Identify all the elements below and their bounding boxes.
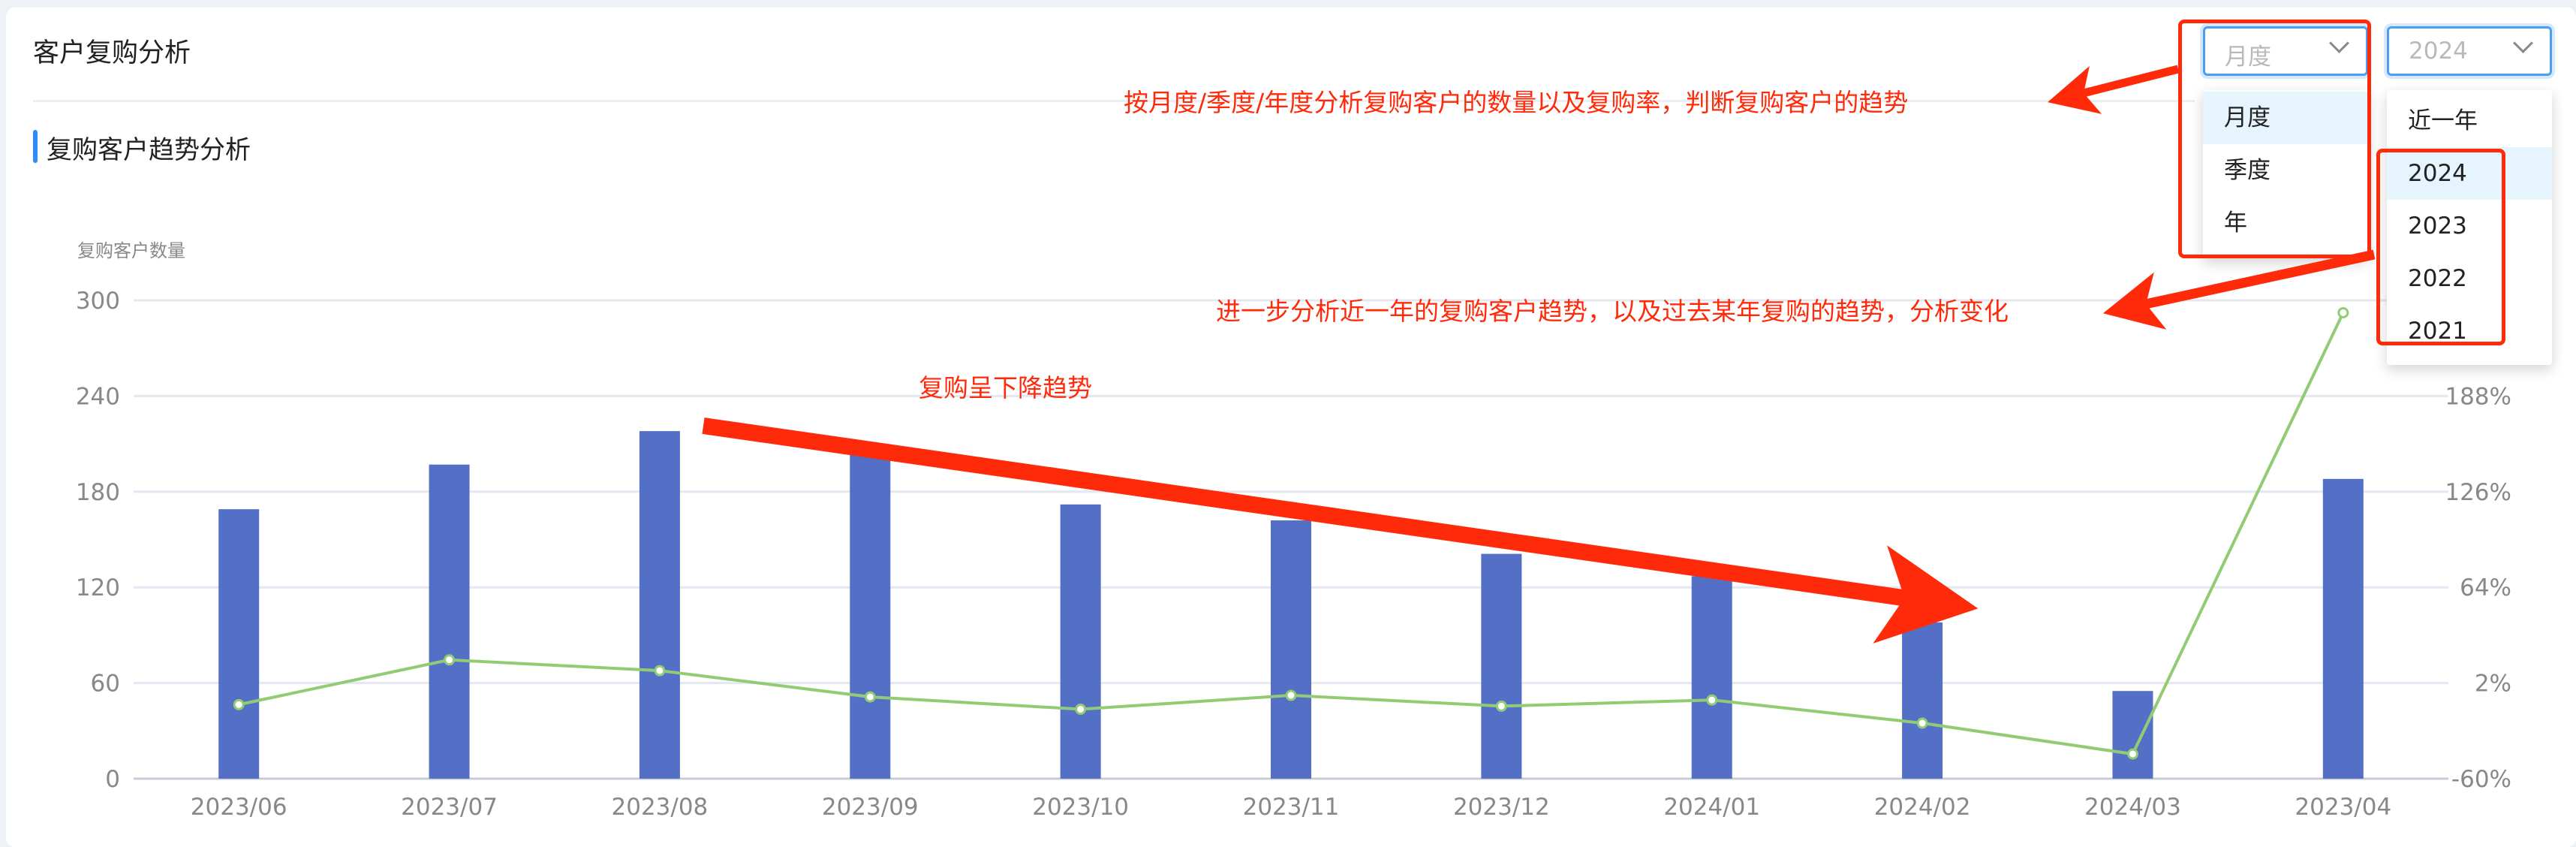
rate-point: [444, 654, 456, 666]
bar: [1691, 576, 1732, 779]
period-select-value: 月度: [2225, 44, 2271, 71]
left-tick-label: 0: [105, 766, 120, 793]
x-tick-label: 2023/09: [822, 794, 919, 821]
bar: [639, 431, 680, 779]
rate-point: [233, 698, 245, 710]
chevron-down-icon: [2513, 33, 2533, 53]
year-option[interactable]: 近一年: [2408, 107, 2478, 134]
period-option[interactable]: 季度: [2224, 157, 2271, 184]
page-title: 客户复购分析: [33, 38, 191, 68]
rate-point: [1285, 689, 1297, 701]
rate-point: [2126, 748, 2138, 760]
left-tick-label: 60: [91, 671, 120, 698]
rate-point: [2337, 306, 2349, 318]
bar: [1481, 553, 1522, 779]
annotation-box-year: [2376, 149, 2505, 345]
x-tick-label: 2023/11: [1243, 794, 1340, 821]
bar: [429, 464, 470, 779]
year-option[interactable]: 2022: [2408, 265, 2467, 292]
rate-point: [1706, 694, 1718, 706]
section-accent: [33, 130, 38, 163]
left-tick-label: 180: [76, 479, 120, 506]
rate-point: [654, 665, 666, 677]
right-tick-label: 2%: [2475, 671, 2511, 698]
bar: [2322, 478, 2364, 779]
bar: [850, 453, 891, 779]
bar: [1902, 622, 1943, 779]
bar: [1060, 504, 1101, 779]
period-menu: 月度 季度 年: [2203, 90, 2368, 258]
year-menu: 近一年 2024 2023 2022 2021: [2387, 90, 2552, 365]
x-tick-label: 2023/10: [1032, 794, 1129, 821]
year-option[interactable]: 2023: [2408, 213, 2467, 240]
year-option[interactable]: 2021: [2408, 318, 2467, 345]
right-tick-label: 126%: [2445, 479, 2511, 506]
year-option[interactable]: 2024: [2387, 147, 2552, 200]
divider: [33, 100, 2195, 102]
period-option[interactable]: 月度: [2203, 92, 2368, 144]
right-tick-label: 64%: [2460, 574, 2511, 601]
x-tick-label: 2023/08: [612, 794, 709, 821]
left-tick-label: 240: [76, 383, 120, 410]
x-tick-label: 2023/12: [1453, 794, 1550, 821]
x-tick-label: 2024/02: [1874, 794, 1971, 821]
left-tick-label: 300: [76, 288, 120, 315]
bar: [2112, 691, 2153, 779]
annotation-note-trend: 复购呈下降趋势: [919, 373, 1092, 402]
period-option[interactable]: 年: [2224, 209, 2247, 237]
annotation-note-year: 进一步分析近一年的复购客户趋势，以及过去某年复购的趋势，分析变化: [1216, 297, 2009, 326]
rate-point: [1495, 700, 1507, 712]
bar: [218, 509, 260, 779]
x-tick-label: 2023/06: [191, 794, 287, 821]
y-axis-title: 复购客户数量: [77, 240, 185, 261]
year-select[interactable]: 2024: [2387, 26, 2552, 76]
annotation-box-period: [2178, 20, 2371, 258]
year-select-value: 2024: [2409, 38, 2468, 65]
right-tick-label: -60%: [2451, 766, 2511, 793]
section-title: 复购客户趋势分析: [47, 135, 251, 165]
rate-point: [1916, 717, 1928, 729]
rate-point: [864, 691, 876, 703]
left-tick-label: 120: [76, 574, 120, 601]
right-tick-label: 188%: [2445, 383, 2511, 410]
period-select[interactable]: 月度: [2203, 26, 2368, 76]
rate-point: [1075, 704, 1087, 716]
x-tick-label: 2023/04: [2295, 794, 2391, 821]
x-tick-label: 2024/03: [2084, 794, 2181, 821]
annotation-note-period: 按月度/季度/年度分析复购客户的数量以及复购率，判断复购客户的趋势: [1124, 88, 1909, 117]
x-tick-label: 2023/07: [401, 794, 498, 821]
x-tick-label: 2024/01: [1663, 794, 1760, 821]
bar: [1271, 520, 1311, 779]
